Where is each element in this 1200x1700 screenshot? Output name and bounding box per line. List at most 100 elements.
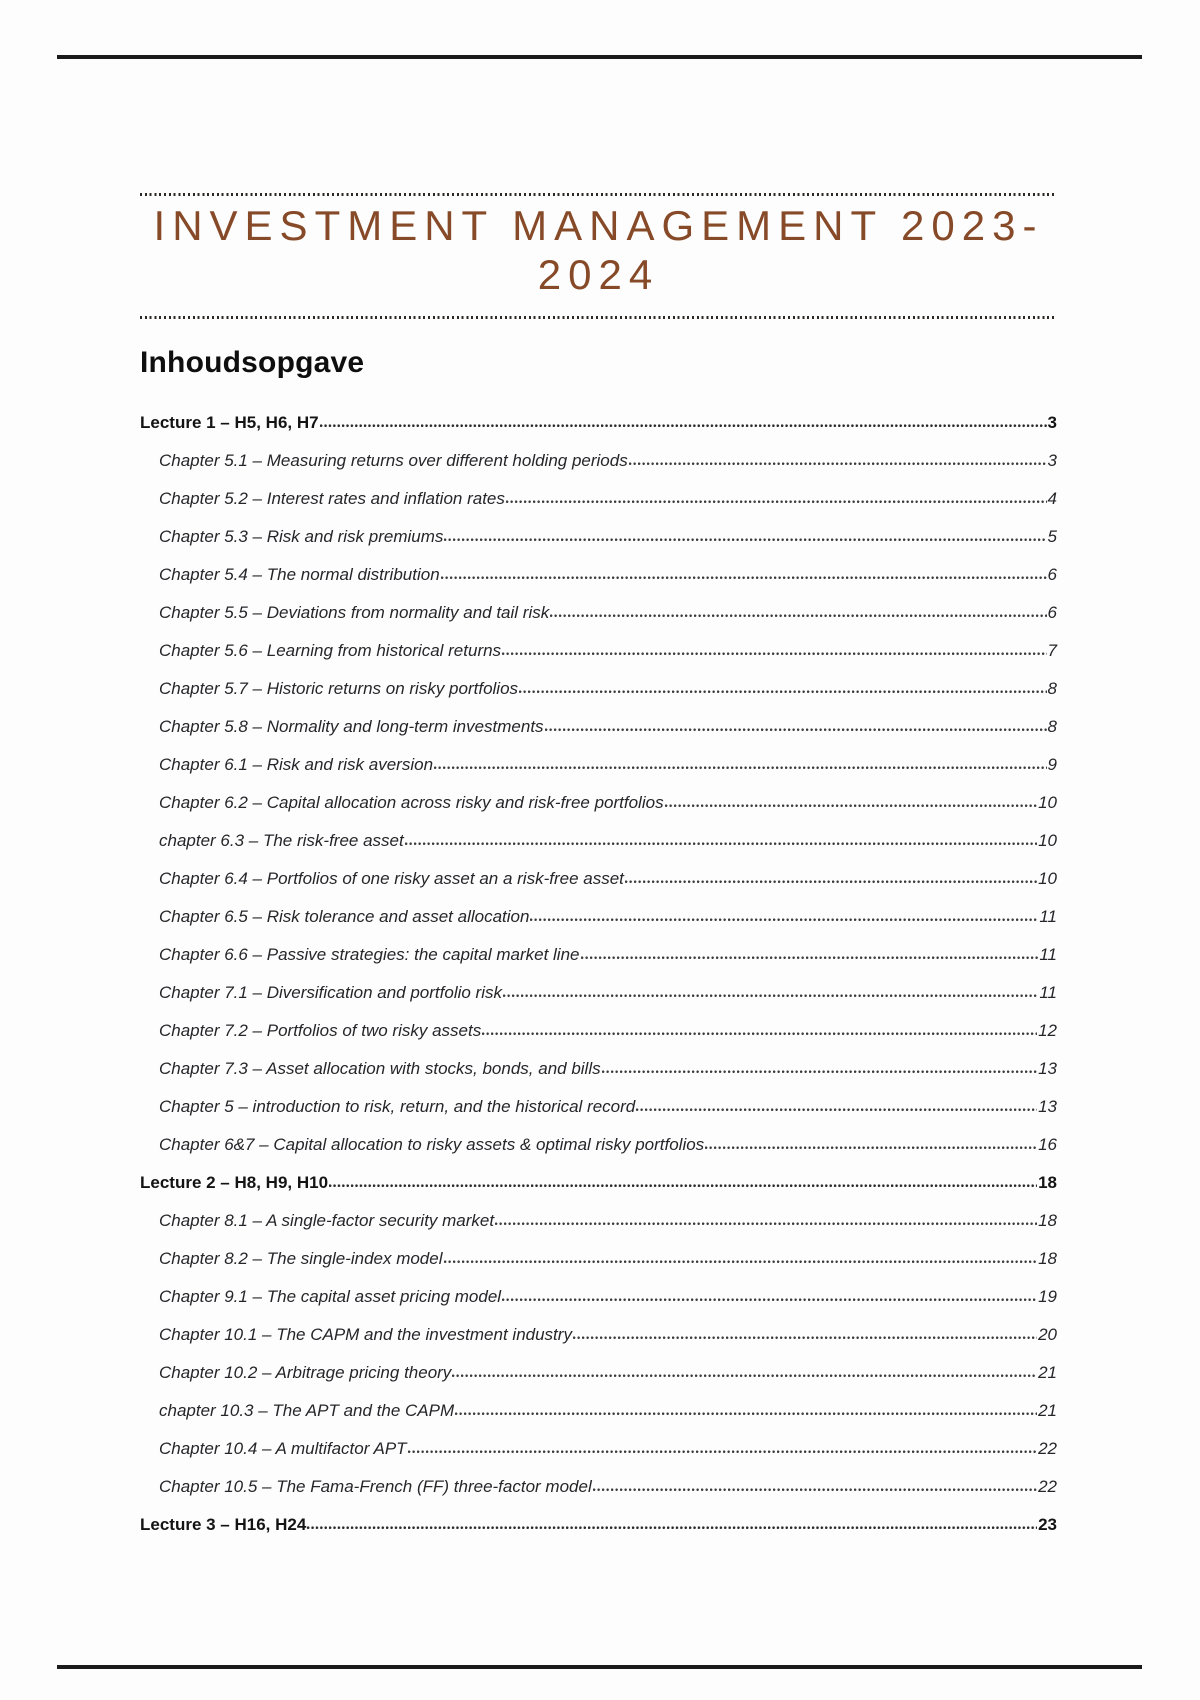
toc-entry-label: Chapter 5.6 – Learning from historical r… [159,641,502,660]
page-content: INVESTMENT MANAGEMENT 2023- 2024 Inhouds… [0,59,1200,1554]
toc-entry-label: Chapter 5.2 – Interest rates and inflati… [159,489,505,508]
dot-leader [404,842,1038,846]
toc-entry-label: Chapter 10.5 – The Fama-French (FF) thre… [159,1477,592,1496]
toc-entry-chapter: Chapter 10.1 – The CAPM and the investme… [140,1326,1057,1343]
toc-entry-page: 6 [1047,603,1057,622]
dot-leader [628,462,1047,466]
dot-leader [601,1070,1038,1074]
dot-leader [530,918,1039,922]
toc-entry-page: 16 [1038,1135,1057,1154]
toc-entry-page: 10 [1038,793,1057,812]
toc-section: Lecture 2 – H8, H9, H10 18 Chapter 8.1 – A… [140,1174,1057,1495]
toc-entry-label: Chapter 6.1 – Risk and risk aversion [159,755,434,774]
toc-entry-chapter: Chapter 7.2 – Portfolios of two risky as… [140,1022,1057,1039]
toc-entry-chapter: Chapter 10.5 – The Fama-French (FF) thre… [140,1478,1057,1495]
toc-entry-lecture: Lecture 1 – H5, H6, H7 3 [140,414,1057,431]
dot-leader [434,766,1047,770]
toc-entry-label: Chapter 5.3 – Risk and risk premiums [159,527,444,546]
toc-entry-page: 18 [1038,1173,1057,1192]
toc-entry-chapter: Chapter 7.3 – Asset allocation with stoc… [140,1060,1057,1077]
toc-entry-chapter: chapter 6.3 – The risk-free asset 10 [140,832,1057,849]
toc-entry-chapter: Chapter 5 – introduction to risk, return… [140,1098,1057,1115]
toc-entry-label: Chapter 5.7 – Historic returns on risky … [159,679,519,698]
toc-entry-page: 8 [1047,679,1057,698]
toc-entry-label: Chapter 10.4 – A multifactor APT [159,1439,407,1458]
toc-entry-label: Chapter 6&7 – Capital allocation to risk… [159,1135,705,1154]
toc-entry-page: 20 [1038,1325,1057,1344]
toc-entry-page: 10 [1038,831,1057,850]
dot-leader [502,652,1047,656]
bottom-rule [57,1665,1142,1669]
toc-entry-chapter: Chapter 6.5 – Risk tolerance and asset a… [140,908,1057,925]
toc-entry-page: 6 [1047,565,1057,584]
title-top-dotted-border [140,193,1057,196]
toc-entry-label: Chapter 5 – introduction to risk, return… [159,1097,636,1116]
toc-heading: Inhoudsopgave [140,346,365,379]
dot-leader [407,1450,1038,1454]
dot-leader [572,1336,1038,1340]
toc-entry-page: 9 [1047,755,1057,774]
dot-leader [580,956,1039,960]
toc-entry-page: 13 [1038,1097,1057,1116]
toc-entry-chapter: chapter 10.3 – The APT and the CAPM 21 [140,1402,1057,1419]
toc-entry-chapter: Chapter 5.3 – Risk and risk premiums 5 [140,528,1057,545]
dot-leader [544,728,1047,732]
toc-entry-page: 18 [1038,1249,1057,1268]
toc-entry-label: Chapter 10.2 – Arbitrage pricing theory [159,1363,452,1382]
toc-entry-page: 12 [1038,1021,1057,1040]
toc-entry-chapter: Chapter 6&7 – Capital allocation to risk… [140,1136,1057,1153]
dot-leader [452,1374,1038,1378]
toc-entry-label: Chapter 7.1 – Diversification and portfo… [159,983,502,1002]
toc-entry-label: chapter 10.3 – The APT and the CAPM [159,1401,455,1420]
toc-entry-page: 3 [1047,413,1057,432]
toc-entry-page: 21 [1038,1401,1057,1420]
dot-leader [664,804,1038,808]
toc-entry-chapter: Chapter 5.2 – Interest rates and inflati… [140,490,1057,507]
title-bottom-dotted-border [140,316,1057,319]
toc-entry-page: 18 [1038,1211,1057,1230]
dot-leader [505,500,1047,504]
toc-entry-label: Chapter 8.2 – The single-index model [159,1249,443,1268]
toc-entry-label: Lecture 3 – H16, H24 [140,1515,307,1534]
toc-entry-chapter: Chapter 6.6 – Passive strategies: the ca… [140,946,1057,963]
toc-entry-label: Chapter 7.2 – Portfolios of two risky as… [159,1021,482,1040]
dot-leader [444,538,1047,542]
dot-leader [502,1298,1038,1302]
dot-leader [495,1222,1038,1226]
dot-leader [482,1032,1038,1036]
toc-entry-page: 11 [1039,945,1057,964]
toc-entry-label: Lecture 1 – H5, H6, H7 [140,413,319,432]
toc-entry-chapter: Chapter 5.1 – Measuring returns over dif… [140,452,1057,469]
toc-entry-chapter: Chapter 6.4 – Portfolios of one risky as… [140,870,1057,887]
dot-leader [550,614,1047,618]
toc-entry-label: Chapter 6.2 – Capital allocation across … [159,793,664,812]
toc-entry-label: Chapter 5.8 – Normality and long-term in… [159,717,544,736]
toc-entry-page: 11 [1039,983,1057,1002]
toc-entry-page: 22 [1038,1439,1057,1458]
toc-entry-label: Chapter 6.5 – Risk tolerance and asset a… [159,907,530,926]
toc-entry-chapter: Chapter 8.2 – The single-index model 18 [140,1250,1057,1267]
toc-entry-chapter: Chapter 5.4 – The normal distribution 6 [140,566,1057,583]
toc-entry-label: Chapter 6.6 – Passive strategies: the ca… [159,945,580,964]
top-rule [57,55,1142,59]
toc-entry-page: 19 [1038,1287,1057,1306]
toc-entry-chapter: Chapter 6.1 – Risk and risk aversion 9 [140,756,1057,773]
document-title-line-2: 2024 [537,251,660,298]
toc-section: Lecture 3 – H16, H24 23 [140,1516,1057,1533]
toc-entry-page: 5 [1047,527,1057,546]
toc-entry-page: 8 [1047,717,1057,736]
toc-entry-page: 13 [1038,1059,1057,1078]
dot-leader [705,1146,1038,1150]
toc-entry-chapter: Chapter 5.6 – Learning from historical r… [140,642,1057,659]
toc-entry-label: Chapter 9.1 – The capital asset pricing … [159,1287,502,1306]
toc-entry-chapter: Chapter 6.2 – Capital allocation across … [140,794,1057,811]
toc-entry-chapter: Chapter 5.7 – Historic returns on risky … [140,680,1057,697]
dot-leader [443,1260,1038,1264]
toc-entry-label: Chapter 10.1 – The CAPM and the investme… [159,1325,572,1344]
toc-entry-chapter: Chapter 10.4 – A multifactor APT 22 [140,1440,1057,1457]
dot-leader [503,994,1039,998]
toc-entry-page: 22 [1038,1477,1057,1496]
toc-section: Lecture 1 – H5, H6, H7 3 Chapter 5.1 – Mea… [140,414,1057,1153]
toc-entry-label: Chapter 5.5 – Deviations from normality … [159,603,550,622]
